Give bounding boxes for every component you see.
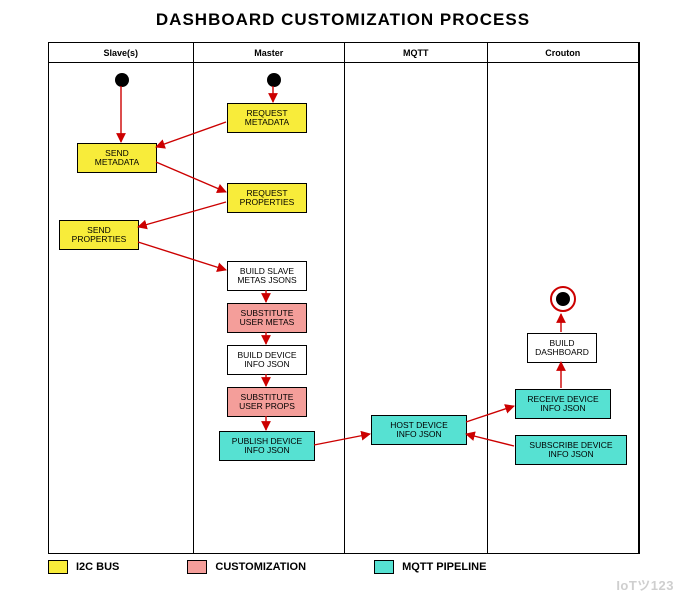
legend-label-pink: CUSTOMIZATION [215, 561, 306, 573]
swimlane-container: Slave(s)MasterMQTTCrouton REQUESTMETADATA… [48, 42, 640, 554]
lane-slaves: Slave(s) [49, 43, 194, 553]
node-pub_di: PUBLISH DEVICEINFO JSON [219, 431, 315, 461]
lane-header-master: Master [194, 43, 344, 63]
node-send_prop: SENDPROPERTIES [59, 220, 139, 250]
node-sub_up: SUBSTITUTEUSER PROPS [227, 387, 307, 417]
watermark: IoTツ123 [616, 575, 674, 594]
node-build_di: BUILD DEVICEINFO JSON [227, 345, 307, 375]
lane-header-slaves: Slave(s) [49, 43, 193, 63]
node-build_dash: BUILDDASHBOARD [527, 333, 597, 363]
legend-swatch-teal [374, 560, 394, 574]
legend-label-yellow: I2C BUS [76, 561, 119, 573]
legend: I2C BUS CUSTOMIZATION MQTT PIPELINE [48, 560, 546, 574]
node-recv_di: RECEIVE DEVICEINFO JSON [515, 389, 611, 419]
start-dot-master [267, 73, 281, 87]
end-dot [556, 292, 570, 306]
lane-header-crouton: Crouton [488, 43, 638, 63]
node-host_di: HOST DEVICEINFO JSON [371, 415, 467, 445]
node-req_meta: REQUESTMETADATA [227, 103, 307, 133]
legend-label-teal: MQTT PIPELINE [402, 561, 486, 573]
node-sub_di: SUBSCRIBE DEVICEINFO JSON [515, 435, 627, 465]
lane-mqtt: MQTT [345, 43, 488, 553]
legend-swatch-yellow [48, 560, 68, 574]
node-build_sm: BUILD SLAVEMETAS JSONS [227, 261, 307, 291]
start-dot-slaves [115, 73, 129, 87]
node-send_meta: SENDMETADATA [77, 143, 157, 173]
diagram-title: DASHBOARD CUSTOMIZATION PROCESS [0, 0, 686, 38]
lane-header-mqtt: MQTT [345, 43, 487, 63]
node-sub_um: SUBSTITUTEUSER METAS [227, 303, 307, 333]
legend-swatch-pink [187, 560, 207, 574]
node-req_prop: REQUESTPROPERTIES [227, 183, 307, 213]
